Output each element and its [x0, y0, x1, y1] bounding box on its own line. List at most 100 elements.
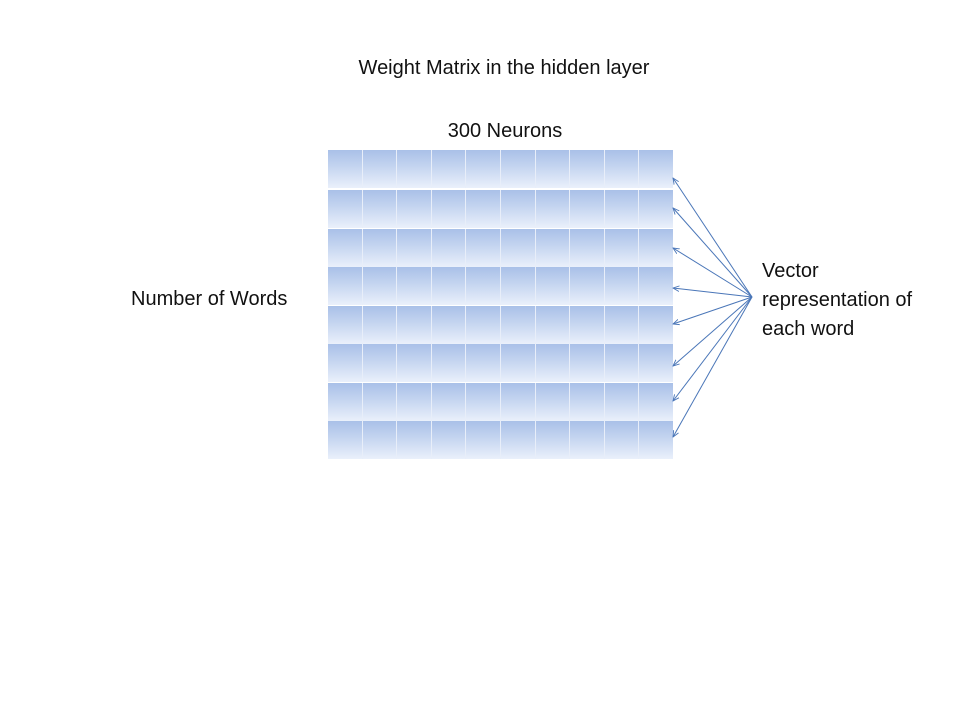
vector-label-line: each word	[762, 318, 855, 340]
arrow-to-row	[673, 296, 753, 366]
matrix-cell	[362, 267, 398, 305]
matrix-cell	[328, 344, 363, 382]
matrix-row	[328, 421, 673, 459]
matrix-row	[328, 344, 673, 382]
matrix-cell	[570, 228, 605, 267]
matrix-row	[328, 305, 673, 344]
matrix-cell	[397, 305, 432, 344]
matrix-cell	[604, 305, 640, 344]
weight-matrix	[328, 150, 673, 460]
matrix-cell	[397, 421, 432, 459]
matrix-cell	[397, 228, 432, 267]
matrix-cell	[466, 344, 501, 382]
matrix-cell	[431, 382, 467, 421]
matrix-row	[328, 228, 673, 267]
matrix-cell	[362, 190, 398, 228]
matrix-cell	[604, 267, 640, 305]
matrix-cell	[431, 305, 467, 344]
matrix-cell	[535, 190, 571, 228]
matrix-cell	[535, 344, 571, 382]
matrix-cell	[328, 421, 363, 459]
matrix-cell	[604, 344, 640, 382]
matrix-cell	[604, 382, 640, 421]
matrix-cell	[604, 421, 640, 459]
matrix-cell	[328, 190, 363, 228]
matrix-row	[328, 150, 673, 188]
matrix-cell	[397, 344, 432, 382]
matrix-cell	[328, 382, 363, 421]
matrix-cell	[604, 150, 640, 188]
matrix-cell	[535, 228, 571, 267]
arrow-to-row	[673, 296, 753, 437]
matrix-cell	[466, 421, 501, 459]
matrix-cell	[431, 190, 467, 228]
matrix-cell	[431, 267, 467, 305]
vector-label-line: representation of	[762, 289, 913, 311]
matrix-cell	[500, 150, 536, 188]
matrix-cell	[570, 344, 605, 382]
matrix-cell	[466, 228, 501, 267]
matrix-cell	[431, 228, 467, 267]
matrix-cell	[639, 305, 673, 344]
matrix-cell	[328, 305, 363, 344]
matrix-cell	[570, 150, 605, 188]
matrix-cell	[466, 190, 501, 228]
matrix-row	[328, 382, 673, 421]
matrix-cell	[570, 382, 605, 421]
matrix-cell	[397, 382, 432, 421]
matrix-cell	[431, 421, 467, 459]
matrix-cell	[328, 267, 363, 305]
diagram-title: Weight Matrix in the hidden layer	[358, 57, 650, 79]
arrow-to-row	[673, 178, 753, 298]
rows-label: Number of Words	[131, 288, 288, 310]
arrow-to-row	[673, 208, 753, 298]
matrix-cell	[535, 421, 571, 459]
matrix-cell	[500, 228, 536, 267]
matrix-cell	[604, 190, 640, 228]
matrix-cell	[397, 150, 432, 188]
matrix-cell	[639, 267, 673, 305]
matrix-cell	[639, 421, 673, 459]
matrix-cell	[431, 150, 467, 188]
matrix-cell	[570, 421, 605, 459]
matrix-cell	[362, 150, 398, 188]
matrix-cell	[328, 150, 363, 188]
matrix-cell	[500, 421, 536, 459]
matrix-cell	[466, 267, 501, 305]
matrix-cell	[639, 344, 673, 382]
matrix-cell	[535, 382, 571, 421]
matrix-cell	[535, 305, 571, 344]
matrix-cell	[639, 382, 673, 421]
arrow-to-row	[673, 288, 753, 298]
matrix-cell	[362, 344, 398, 382]
matrix-row	[328, 267, 673, 305]
arrow-to-row	[673, 248, 753, 298]
matrix-cell	[535, 267, 571, 305]
matrix-cell	[362, 305, 398, 344]
matrix-cell	[466, 305, 501, 344]
matrix-cell	[604, 228, 640, 267]
matrix-row	[328, 190, 673, 228]
matrix-cell	[466, 150, 501, 188]
matrix-cell	[639, 190, 673, 228]
matrix-cell	[570, 267, 605, 305]
matrix-cell	[466, 382, 501, 421]
vector-representation-label: Vector representation of each word	[762, 257, 952, 344]
matrix-cell	[639, 228, 673, 267]
matrix-cell	[431, 344, 467, 382]
matrix-cell	[362, 421, 398, 459]
vector-label-line: Vector	[762, 260, 819, 282]
matrix-cell	[500, 382, 536, 421]
matrix-cell	[570, 190, 605, 228]
matrix-cell	[500, 267, 536, 305]
matrix-cell	[500, 344, 536, 382]
matrix-cell	[328, 228, 363, 267]
matrix-cell	[397, 190, 432, 228]
matrix-cell	[500, 305, 536, 344]
matrix-cell	[362, 382, 398, 421]
matrix-cell	[500, 190, 536, 228]
arrow-to-row	[673, 296, 753, 324]
matrix-cell	[362, 228, 398, 267]
arrow-to-row	[673, 296, 753, 401]
matrix-cell	[535, 150, 571, 188]
